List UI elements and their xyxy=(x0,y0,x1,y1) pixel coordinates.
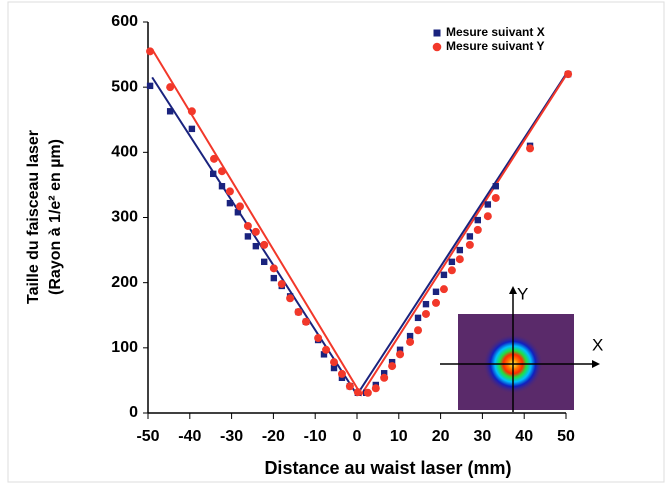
fit-line xyxy=(151,48,567,397)
point xyxy=(483,212,492,221)
inset: X Y xyxy=(440,284,603,412)
x-tick-label: 10 xyxy=(390,428,408,445)
point xyxy=(432,288,440,295)
point xyxy=(314,334,323,343)
y-tick-label: 600 xyxy=(111,13,138,30)
x-tick-label: -40 xyxy=(178,428,201,445)
point xyxy=(491,193,500,202)
point xyxy=(421,309,430,318)
point xyxy=(286,294,295,303)
point xyxy=(146,47,155,56)
point xyxy=(166,83,175,92)
inset-label: Y xyxy=(517,284,528,303)
point xyxy=(448,258,456,266)
point xyxy=(465,240,474,249)
arrow xyxy=(509,286,517,294)
y-tick-label: 200 xyxy=(111,274,138,291)
point xyxy=(388,362,397,371)
point xyxy=(474,216,482,224)
y-axis-label: (Rayon à 1/e² en µm) xyxy=(47,139,64,295)
point xyxy=(235,202,244,211)
point xyxy=(330,358,339,367)
y-tick-label: 300 xyxy=(111,209,138,226)
point xyxy=(270,274,278,282)
point xyxy=(492,183,499,190)
point xyxy=(218,183,226,190)
arrow xyxy=(592,360,600,368)
x-tick-label: -30 xyxy=(220,428,243,445)
x-tick-label: 30 xyxy=(474,428,492,445)
point xyxy=(396,350,405,359)
legend-marker xyxy=(433,29,441,37)
point xyxy=(422,300,430,308)
x-tick-label: -50 xyxy=(136,428,159,445)
point xyxy=(414,314,422,322)
y-tick-label: 0 xyxy=(129,404,138,421)
point xyxy=(363,388,372,397)
point xyxy=(455,255,464,264)
x-tick-label: 40 xyxy=(515,428,533,445)
point xyxy=(337,369,346,378)
point xyxy=(330,364,338,372)
legend-label: Mesure suivant X xyxy=(446,25,545,39)
inset-label: X xyxy=(592,335,603,354)
point xyxy=(447,266,456,275)
point xyxy=(187,107,196,116)
point xyxy=(406,332,414,340)
x-tick-label: 50 xyxy=(557,428,575,445)
point xyxy=(371,384,380,393)
point xyxy=(234,209,242,216)
point xyxy=(210,154,219,163)
legend-marker xyxy=(432,42,442,52)
x-tick-label: -10 xyxy=(304,428,327,445)
y-tick-label: 500 xyxy=(111,78,138,95)
point xyxy=(269,264,278,273)
point xyxy=(526,144,535,153)
x-axis-label: Distance au waist laser (mm) xyxy=(264,458,511,478)
point xyxy=(564,70,573,79)
point xyxy=(252,242,260,250)
point xyxy=(380,373,389,382)
point xyxy=(243,221,252,230)
point xyxy=(146,82,154,90)
point xyxy=(345,382,354,391)
point xyxy=(406,337,415,346)
point xyxy=(225,187,234,196)
point xyxy=(473,225,482,234)
point xyxy=(320,351,328,358)
point xyxy=(294,307,303,316)
point xyxy=(380,370,388,377)
point xyxy=(277,279,286,288)
point xyxy=(217,167,226,176)
point xyxy=(302,317,311,326)
point xyxy=(456,246,464,254)
point xyxy=(244,233,252,240)
point xyxy=(484,201,492,208)
point xyxy=(226,199,234,207)
point xyxy=(210,170,217,178)
point xyxy=(261,258,268,266)
point xyxy=(440,271,448,279)
x-tick-label: 0 xyxy=(353,428,362,445)
point xyxy=(251,227,260,236)
frame xyxy=(7,1,665,483)
point xyxy=(166,108,174,115)
y-axis-label: Taille du faisceau laser xyxy=(25,130,42,304)
y-tick-label: 100 xyxy=(111,339,138,356)
point xyxy=(260,240,269,249)
point xyxy=(188,125,196,133)
point xyxy=(439,285,448,294)
point xyxy=(466,233,474,240)
x-tick-label: -20 xyxy=(262,428,285,445)
point xyxy=(396,346,404,353)
point xyxy=(432,298,441,307)
point xyxy=(322,345,331,354)
y-tick-label: 400 xyxy=(111,144,138,161)
point xyxy=(414,326,423,335)
legend-label: Mesure suivant Y xyxy=(446,39,544,53)
x-tick-label: 20 xyxy=(432,428,450,445)
point xyxy=(353,388,362,397)
